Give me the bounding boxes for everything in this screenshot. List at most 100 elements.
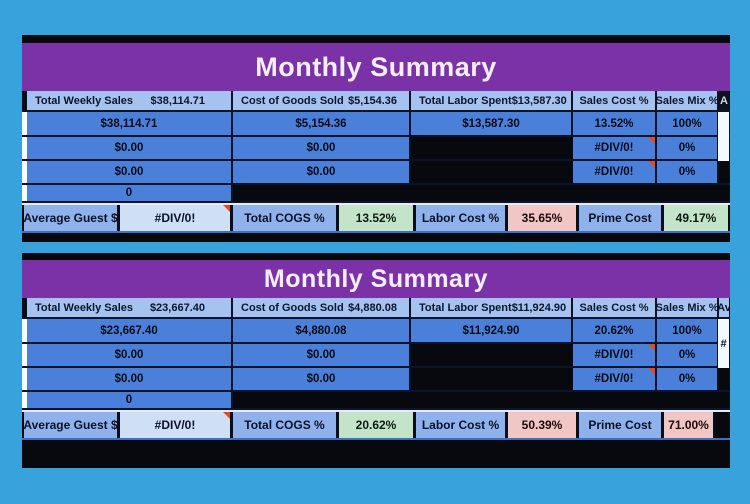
table-bottom-spacer — [22, 440, 730, 468]
labor-total-cell[interactable]: $13,587.30 — [411, 112, 573, 135]
average-guest-value-cell[interactable]: #DIV/0! — [120, 412, 233, 438]
sales-mix-cell[interactable]: 0% — [657, 368, 719, 390]
header-label: Total Weekly Sales — [35, 94, 134, 107]
header-value: $23,667.40 — [149, 301, 205, 314]
empty-cell — [411, 344, 573, 366]
row-header-sliver — [22, 112, 27, 135]
empty-cell — [719, 368, 729, 390]
empty-cell — [719, 161, 729, 183]
row-header-sliver — [22, 344, 27, 366]
guest-count-row: 0 — [22, 392, 730, 410]
summary-footer-row: Average Guest $ #DIV/0! Total COGS % 13.… — [22, 203, 730, 233]
empty-cell — [411, 368, 573, 390]
labor-header-cell[interactable]: Total Labor Spent $13,587.30 — [411, 91, 573, 110]
sales-mix-cell[interactable]: 0% — [657, 344, 719, 366]
cogs-cell[interactable]: $0.00 — [233, 137, 411, 159]
row-header-sliver — [22, 185, 27, 201]
prime-cost-label-cell[interactable]: Prime Cost — [579, 205, 664, 231]
sales-mix-total-cell[interactable]: 100% — [657, 112, 719, 135]
average-guest-label-cell[interactable]: Average Guest $ — [24, 205, 120, 231]
cogs-header-cell[interactable]: Cost of Goods Sold $4,880.08 — [233, 298, 411, 317]
summary-title-text: Monthly Summary — [263, 264, 489, 293]
totals-row: $23,667.40 $4,880.08 $11,924.90 20.62% 1… — [22, 319, 730, 344]
prime-cost-value-cell[interactable]: 71.00% — [664, 412, 716, 438]
total-cogs-label-cell[interactable]: Total COGS % — [233, 412, 339, 438]
row-header-sliver — [22, 137, 27, 159]
totals-row: $38,114.71 $5,154.36 $13,587.30 13.52% 1… — [22, 112, 730, 137]
data-row-3: $0.00 $0.00 #DIV/0! 0% — [22, 161, 730, 185]
sales-cost-header-cell[interactable]: Sales Cost % — [573, 91, 657, 110]
sales-cost-header-cell[interactable]: Sales Cost % — [573, 298, 657, 317]
guest-count-row: 0 — [22, 185, 730, 203]
prime-cost-value-cell[interactable]: 49.17% — [664, 205, 728, 231]
prime-cost-label-cell[interactable]: Prime Cost — [579, 412, 664, 438]
labor-header-cell[interactable]: Total Labor Spent $11,924.90 — [411, 298, 573, 317]
empty-cell — [411, 137, 573, 159]
summary-title-text: Monthly Summary — [255, 51, 497, 82]
header-label: Cost of Goods Sold — [241, 301, 344, 314]
total-weekly-sales-header-cell[interactable]: Total Weekly Sales $23,667.40 — [27, 298, 233, 317]
row-header-sliver — [22, 368, 27, 390]
sales-cost-error-cell[interactable]: #DIV/0! — [573, 137, 657, 159]
sales-cost-total-cell[interactable]: 20.62% — [573, 319, 657, 342]
weekly-sales-total-cell[interactable]: $38,114.71 — [27, 112, 233, 135]
monthly-summary-table-2: Monthly Summary Total Weekly Sales $23,6… — [22, 253, 730, 468]
row-header-sliver — [22, 91, 27, 110]
clipped-spanning-cell[interactable] — [718, 112, 729, 161]
weekly-sales-cell[interactable]: $0.00 — [27, 344, 233, 366]
empty-cell — [233, 185, 730, 201]
labor-cost-value-cell[interactable]: 35.65% — [508, 205, 579, 231]
guest-count-cell[interactable]: 0 — [27, 392, 233, 408]
summary-title-cell[interactable]: Monthly Summary — [22, 260, 730, 298]
average-guest-value-cell[interactable]: #DIV/0! — [120, 205, 233, 231]
cogs-cell[interactable]: $0.00 — [233, 161, 411, 183]
sales-mix-cell[interactable]: 0% — [657, 161, 719, 183]
row-header-sliver — [22, 161, 27, 183]
cogs-total-cell[interactable]: $4,880.08 — [233, 319, 411, 342]
data-row-2: $0.00 $0.00 #DIV/0! 0% — [22, 344, 730, 368]
sales-cost-total-cell[interactable]: 13.52% — [573, 112, 657, 135]
header-label: Total Weekly Sales — [35, 301, 134, 314]
sales-mix-header-cell[interactable]: Sales Mix % — [657, 91, 719, 110]
column-header-row: Total Weekly Sales $38,114.71 Cost of Go… — [22, 91, 730, 112]
total-cogs-value-cell[interactable]: 20.62% — [339, 412, 416, 438]
labor-cost-label-cell[interactable]: Labor Cost % — [416, 205, 508, 231]
empty-cell — [411, 161, 573, 183]
header-value: $5,154.36 — [348, 94, 397, 107]
clipped-column-header-cell[interactable]: A — [719, 91, 729, 110]
weekly-sales-cell[interactable]: $0.00 — [27, 161, 233, 183]
guest-count-cell[interactable]: 0 — [27, 185, 233, 201]
labor-cost-value-cell[interactable]: 50.39% — [508, 412, 579, 438]
total-cogs-label-cell[interactable]: Total COGS % — [233, 205, 339, 231]
header-value: $38,114.71 — [150, 94, 205, 107]
header-label: Total Labor Spent — [419, 301, 512, 314]
total-cogs-value-cell[interactable]: 13.52% — [339, 205, 416, 231]
sales-cost-error-cell[interactable]: #DIV/0! — [573, 368, 657, 390]
labor-total-cell[interactable]: $11,924.90 — [411, 319, 573, 342]
cogs-header-cell[interactable]: Cost of Goods Sold $5,154.36 — [233, 91, 411, 110]
weekly-sales-cell[interactable]: $0.00 — [27, 368, 233, 390]
sales-cost-error-cell[interactable]: #DIV/0! — [573, 161, 657, 183]
clipped-spanning-cell[interactable]: # — [718, 319, 729, 368]
summary-title-cell[interactable]: Monthly Summary — [22, 43, 730, 91]
summary-footer-row: Average Guest $ #DIV/0! Total COGS % 20.… — [22, 410, 730, 440]
weekly-sales-cell[interactable]: $0.00 — [27, 137, 233, 159]
clipped-column-header-cell[interactable]: Av — [719, 298, 729, 317]
average-guest-label-cell[interactable]: Average Guest $ — [24, 412, 120, 438]
empty-cell — [233, 392, 730, 408]
total-weekly-sales-header-cell[interactable]: Total Weekly Sales $38,114.71 — [27, 91, 233, 110]
data-row-3: $0.00 $0.00 #DIV/0! 0% — [22, 368, 730, 392]
sales-mix-header-cell[interactable]: Sales Mix % — [657, 298, 719, 317]
cogs-cell[interactable]: $0.00 — [233, 344, 411, 366]
empty-cell — [716, 412, 730, 438]
sales-mix-cell[interactable]: 0% — [657, 137, 719, 159]
cogs-total-cell[interactable]: $5,154.36 — [233, 112, 411, 135]
header-value: $11,924.90 — [511, 301, 567, 314]
column-header-row: Total Weekly Sales $23,667.40 Cost of Go… — [22, 298, 730, 319]
sales-cost-error-cell[interactable]: #DIV/0! — [573, 344, 657, 366]
cogs-cell[interactable]: $0.00 — [233, 368, 411, 390]
sales-mix-total-cell[interactable]: 100% — [657, 319, 719, 342]
labor-cost-label-cell[interactable]: Labor Cost % — [416, 412, 508, 438]
weekly-sales-total-cell[interactable]: $23,667.40 — [27, 319, 233, 342]
header-label: Cost of Goods Sold — [241, 94, 344, 107]
